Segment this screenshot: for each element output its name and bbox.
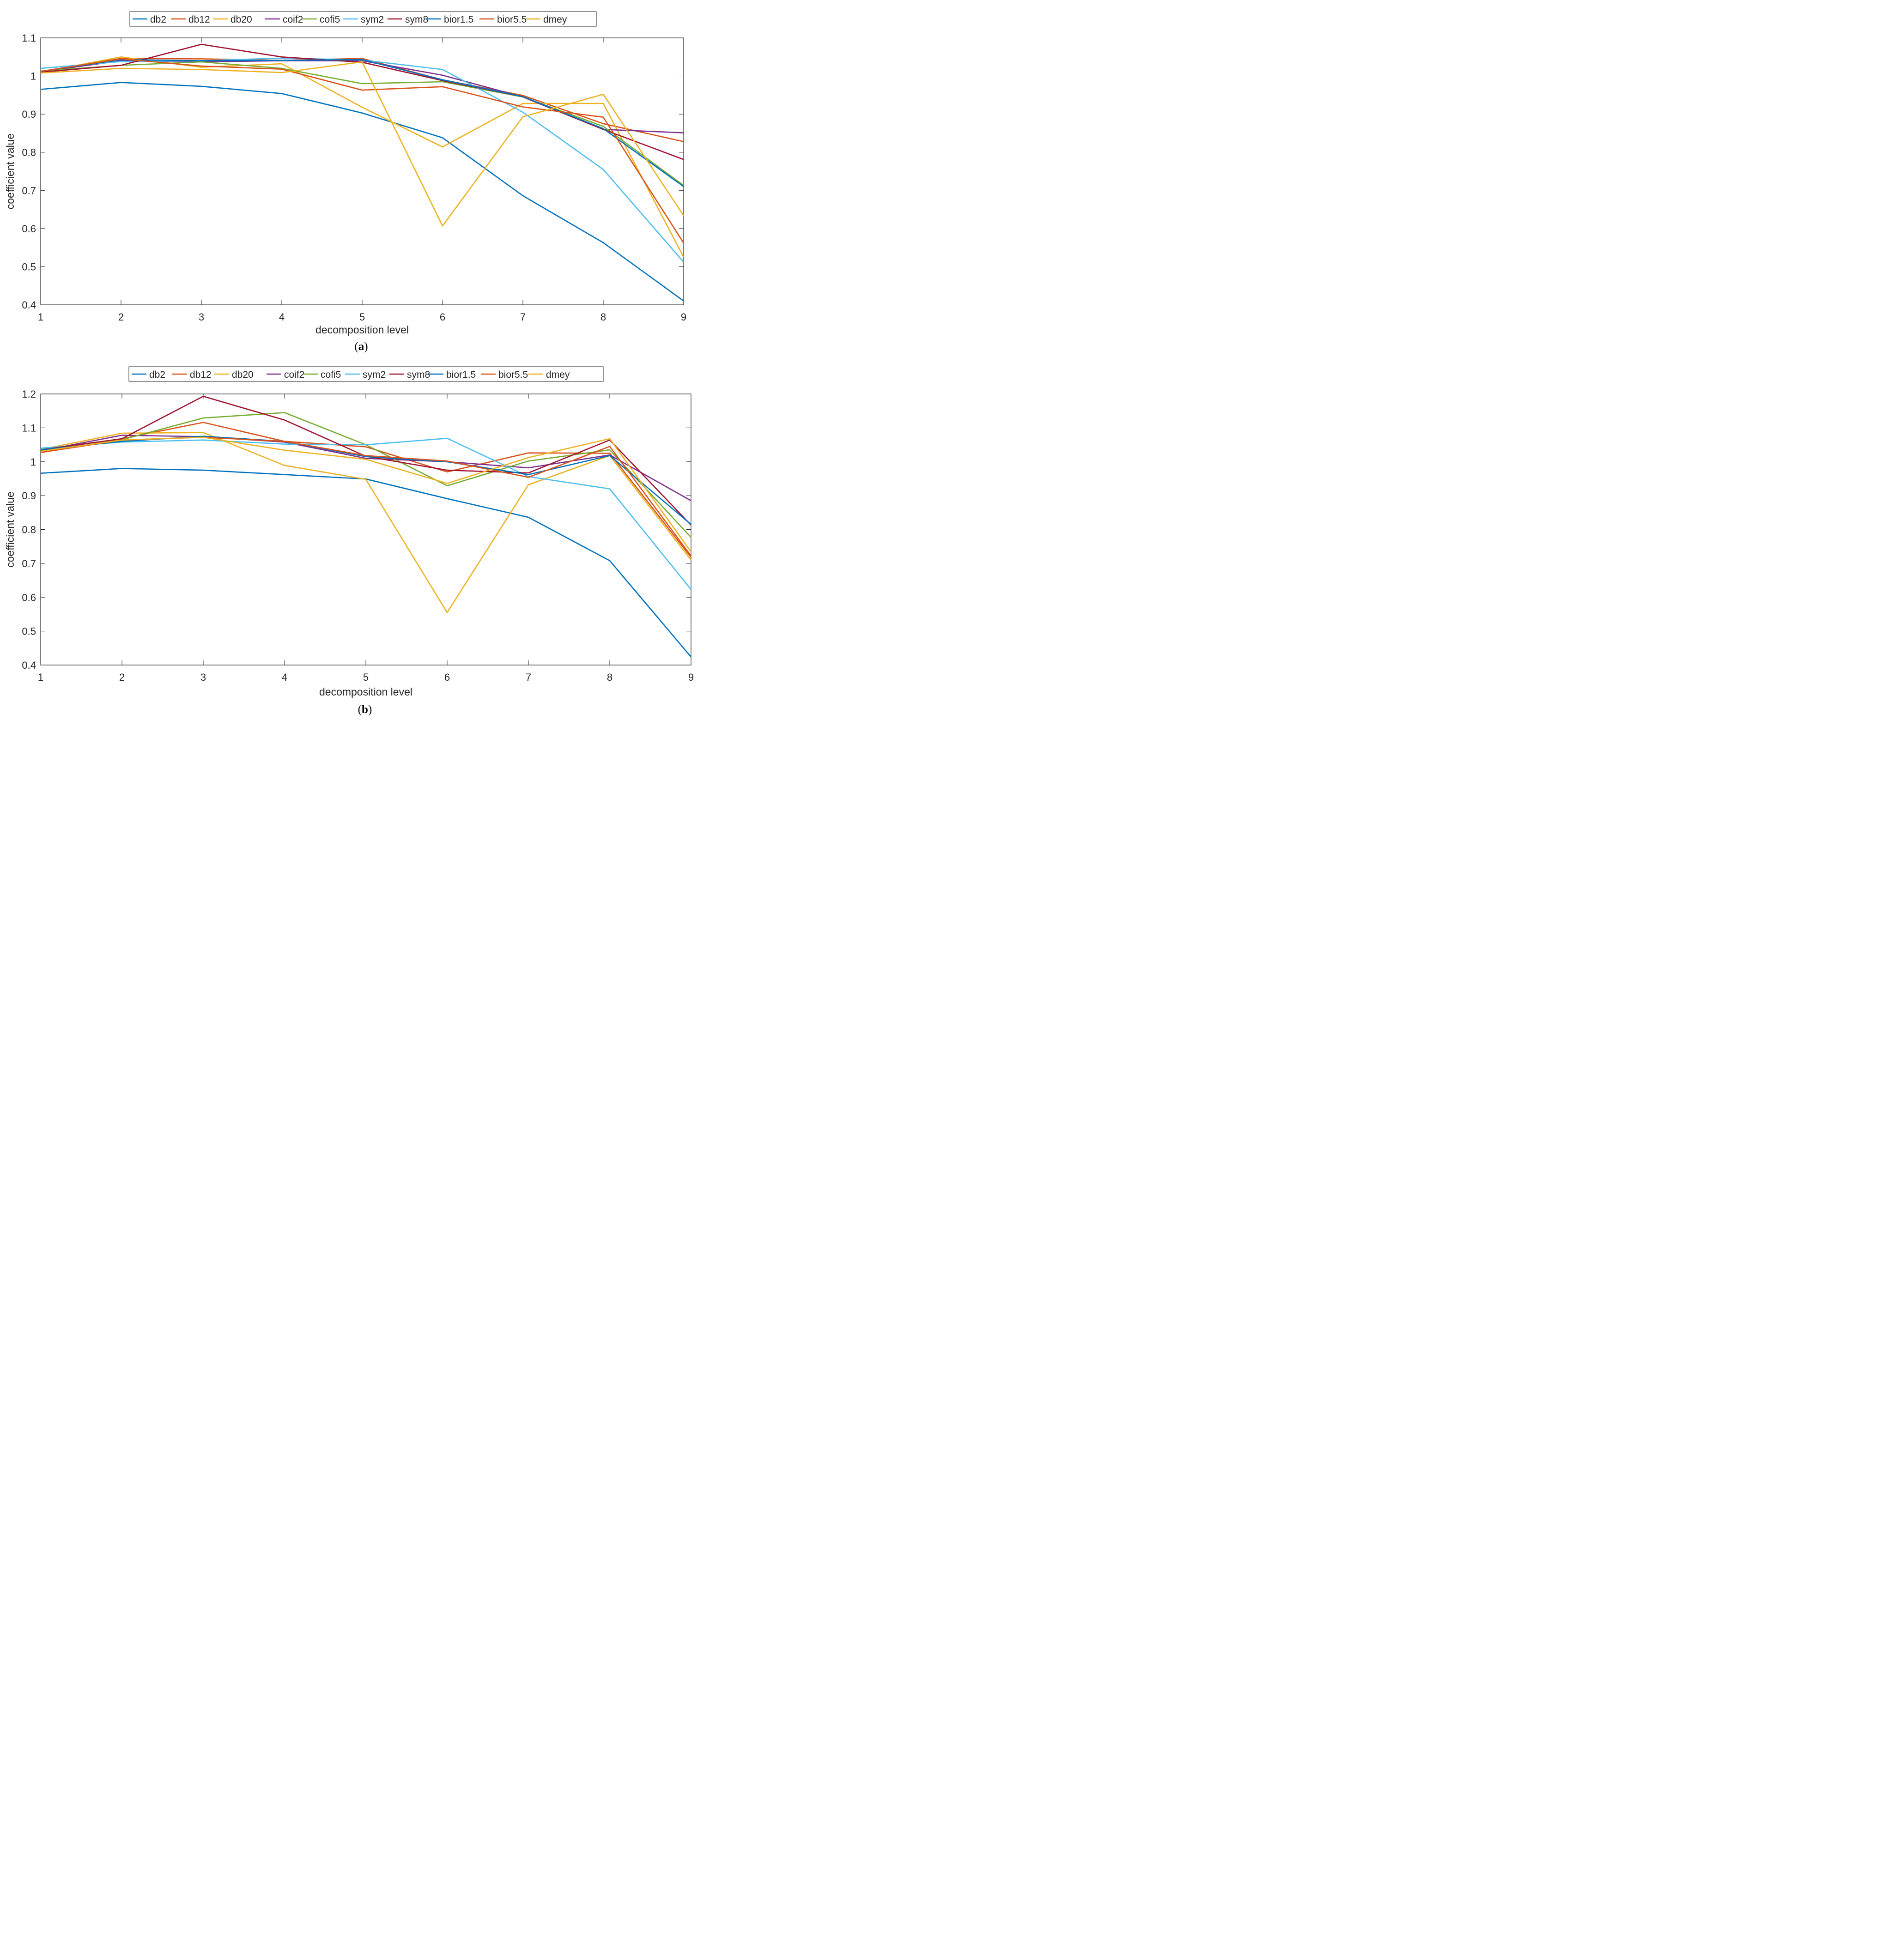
x-tick-label: 9 — [688, 671, 694, 683]
legend-label-dmey: dmey — [543, 14, 567, 25]
legend-label-cofi5: cofi5 — [320, 14, 340, 25]
x-tick-label: 8 — [600, 311, 606, 323]
x-tick-label: 6 — [440, 311, 445, 323]
legend-label-sym8: sym8 — [407, 369, 430, 380]
legend-label-sym2: sym2 — [363, 369, 386, 380]
legend-box — [129, 11, 597, 27]
x-tick-label: 7 — [520, 311, 526, 323]
series-line-coif2 — [40, 435, 691, 502]
y-tick-label: 1.1 — [22, 32, 36, 44]
y-tick-label: 1 — [30, 456, 36, 468]
legend-label-db20: db20 — [230, 14, 252, 25]
panel-label: (a) — [354, 340, 368, 353]
plot-area — [40, 393, 691, 665]
series-line-dmey — [40, 61, 685, 227]
series-line-dmey — [40, 436, 692, 552]
legend-label-bior1.5: bior1.5 — [446, 369, 476, 380]
x-tick-label: 7 — [526, 671, 531, 683]
x-tick-label: 4 — [282, 671, 287, 683]
y-tick-label: 0.5 — [22, 626, 36, 637]
x-tick-label: 3 — [200, 671, 206, 683]
chart-panel-b: 1 2 3 4 5 6 7 8 9 0.4 0.5 0.6 0.7 0.8 0.9 1 1.1 1.2 decomp… — [4, 366, 694, 716]
x-axis-label: decomposition level — [315, 324, 409, 336]
x-tick-label: 4 — [279, 311, 285, 323]
series-line-cofi5 — [40, 61, 684, 186]
legend-label-bior5.5: bior5.5 — [497, 14, 527, 25]
legend-label-coif2: coif2 — [283, 14, 303, 25]
y-tick-label: 0.9 — [22, 109, 36, 120]
legend-label-sym8: sym8 — [405, 14, 428, 25]
legend-label-cofi5: cofi5 — [321, 369, 341, 380]
x-tick-label: 5 — [359, 311, 365, 323]
y-tick-label: 0.6 — [22, 223, 36, 235]
y-tick-label: 0.5 — [22, 261, 36, 272]
x-tick-label: 8 — [607, 671, 612, 683]
series-line-db2 — [40, 82, 684, 302]
x-tick-label: 1 — [38, 311, 43, 323]
x-tick-label: 6 — [444, 671, 450, 683]
x-tick-label: 1 — [38, 671, 43, 683]
chart-panel-a: 1 2 3 4 5 6 7 8 9 0.4 0.5 0.6 0.7 0.8 0.9 1 1.1 decomposi… — [4, 11, 686, 353]
legend-label-db12: db12 — [190, 369, 212, 380]
legend-label-bior1.5: bior1.5 — [444, 14, 473, 25]
legend-label-db2: db2 — [149, 369, 165, 380]
plot-area — [40, 37, 684, 305]
legend-label-db2: db2 — [150, 14, 166, 25]
x-tick-label: 5 — [363, 671, 369, 683]
y-tick-label: 0.4 — [22, 299, 36, 311]
series-line-bior5.5 — [40, 58, 685, 243]
y-tick-label: 0.7 — [22, 558, 36, 569]
x-tick-label: 3 — [199, 311, 204, 323]
y-axis-label: coefficient value — [4, 491, 16, 568]
y-tick-label: 0.6 — [22, 592, 36, 603]
y-tick-label: 1 — [30, 71, 36, 82]
panel-label: (b) — [358, 703, 372, 716]
y-tick-label: 0.8 — [22, 147, 36, 158]
legend-label-dmey: dmey — [546, 369, 570, 380]
x-axis-label: decomposition level — [319, 686, 412, 698]
x-tick-label: 2 — [119, 671, 125, 683]
y-tick-label: 0.7 — [22, 185, 36, 196]
legend-label-sym2: sym2 — [361, 14, 384, 25]
legend-label-coif2: coif2 — [284, 369, 304, 380]
y-tick-label: 1.2 — [22, 388, 36, 400]
x-tick-label: 9 — [681, 311, 686, 323]
y-tick-label: 0.8 — [22, 524, 36, 536]
figure: 1 2 3 4 5 6 7 8 9 0.4 0.5 0.6 0.7 0.8 0.9 1 1.1 decomposi… — [0, 0, 701, 724]
y-tick-label: 1.1 — [22, 422, 36, 434]
y-tick-label: 0.4 — [22, 659, 36, 671]
series-line-sym2 — [40, 437, 692, 590]
x-tick-label: 2 — [118, 311, 124, 323]
legend-box — [128, 366, 604, 382]
wavelet-coefficient-charts: 1 2 3 4 5 6 7 8 9 0.4 0.5 0.6 0.7 0.8 0.9 1 1.1 decomposi… — [4, 11, 694, 716]
series-line-bior1.5 — [40, 59, 684, 188]
legend-label-db12: db12 — [188, 14, 210, 25]
legend-label-db20: db20 — [232, 369, 254, 380]
y-axis-label: coefficient value — [4, 133, 16, 210]
legend-label-bior5.5: bior5.5 — [498, 369, 528, 380]
y-tick-label: 0.9 — [22, 490, 36, 502]
